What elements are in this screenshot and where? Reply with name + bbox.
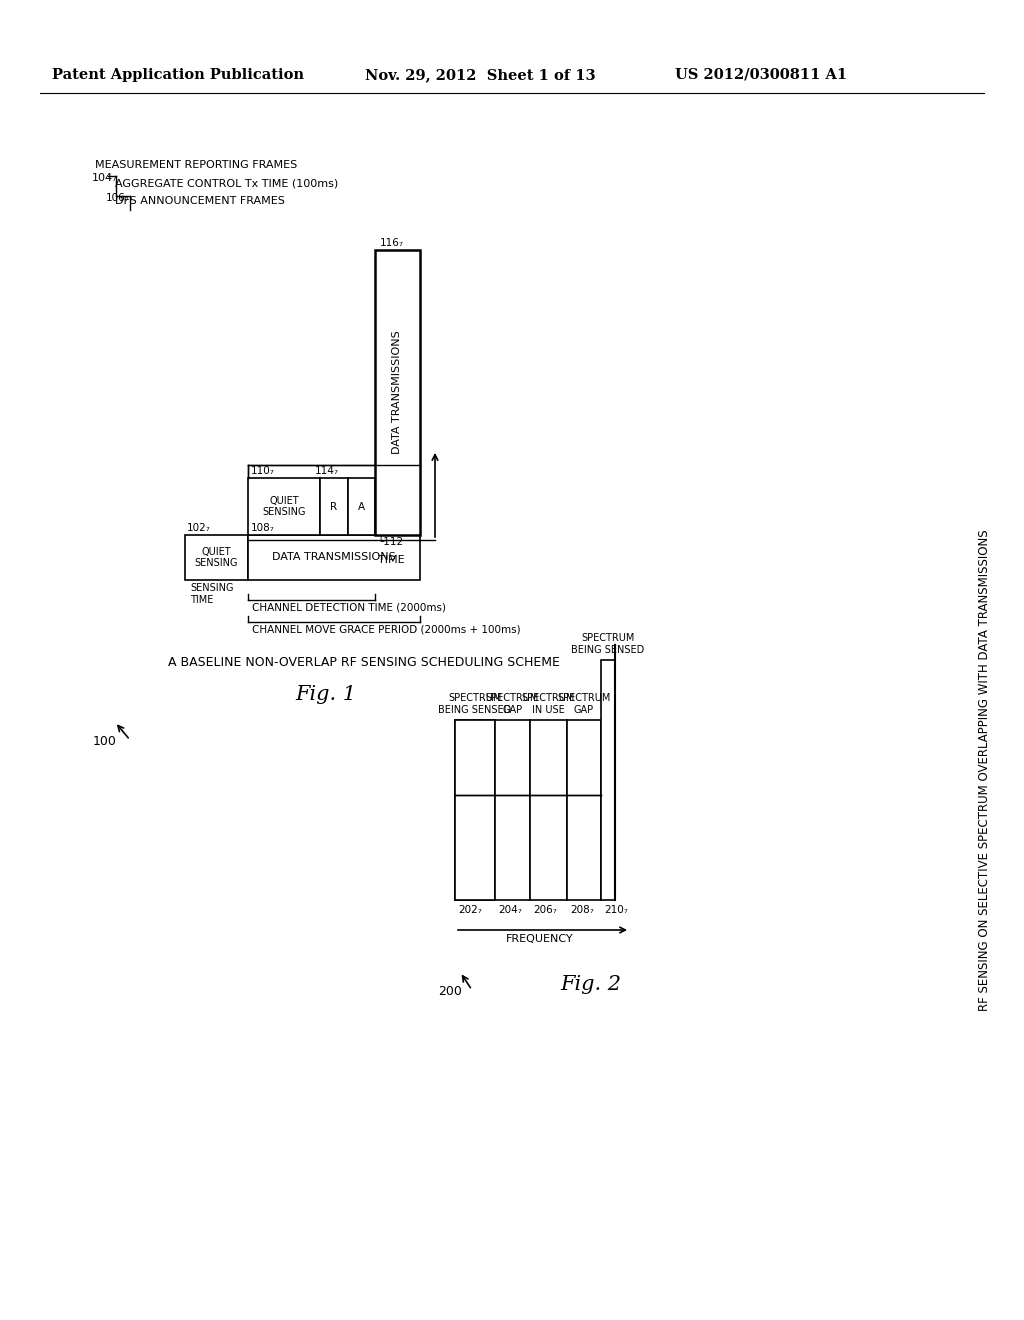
Text: 116₇: 116₇ xyxy=(380,238,404,248)
Bar xyxy=(530,719,567,900)
Text: 206₇: 206₇ xyxy=(534,906,557,915)
Text: TIME: TIME xyxy=(378,554,404,565)
Text: 114₇: 114₇ xyxy=(315,466,339,477)
Text: 200: 200 xyxy=(438,985,462,998)
Text: QUIET
SENSING: QUIET SENSING xyxy=(195,546,239,569)
Text: MEASUREMENT REPORTING FRAMES: MEASUREMENT REPORTING FRAMES xyxy=(95,160,297,170)
Text: US 2012/0300811 A1: US 2012/0300811 A1 xyxy=(675,69,847,82)
Bar xyxy=(567,719,601,900)
Bar xyxy=(375,249,420,535)
Text: 210₇: 210₇ xyxy=(604,906,628,915)
Text: QUIET
SENSING: QUIET SENSING xyxy=(262,496,306,517)
Text: 110₇: 110₇ xyxy=(251,466,274,477)
Text: R: R xyxy=(331,502,338,511)
Text: SPECTRUM
BEING SENSED: SPECTRUM BEING SENSED xyxy=(571,634,645,655)
Text: SPECTRUM
GAP: SPECTRUM GAP xyxy=(557,693,610,715)
Bar xyxy=(455,719,495,900)
Text: CHANNEL DETECTION TIME (2000ms): CHANNEL DETECTION TIME (2000ms) xyxy=(252,603,446,612)
Text: 204₇: 204₇ xyxy=(498,906,522,915)
Text: Nov. 29, 2012  Sheet 1 of 13: Nov. 29, 2012 Sheet 1 of 13 xyxy=(365,69,596,82)
Text: A: A xyxy=(358,502,366,511)
Text: SPECTRUM
IN USE: SPECTRUM IN USE xyxy=(522,693,575,715)
Text: 106₇: 106₇ xyxy=(106,193,130,203)
Text: CHANNEL MOVE GRACE PERIOD (2000ms + 100ms): CHANNEL MOVE GRACE PERIOD (2000ms + 100m… xyxy=(252,624,520,635)
Bar xyxy=(348,478,375,535)
Text: 108₇: 108₇ xyxy=(251,523,274,533)
Text: 202₇: 202₇ xyxy=(458,906,482,915)
Text: FREQUENCY: FREQUENCY xyxy=(506,935,573,944)
Text: SENSING
TIME: SENSING TIME xyxy=(190,583,233,605)
Text: SPECTRUM
BEING SENSED: SPECTRUM BEING SENSED xyxy=(438,693,512,715)
Text: AGGREGATE CONTROL Tx TIME (100ms): AGGREGATE CONTROL Tx TIME (100ms) xyxy=(115,178,338,187)
Text: A BASELINE NON-OVERLAP RF SENSING SCHEDULING SCHEME: A BASELINE NON-OVERLAP RF SENSING SCHEDU… xyxy=(168,656,560,669)
Text: └112: └112 xyxy=(377,537,403,546)
Bar xyxy=(601,660,615,900)
Text: 102₇: 102₇ xyxy=(187,523,211,533)
Text: SPECTRUM
GAP: SPECTRUM GAP xyxy=(485,693,540,715)
Text: Fig. 1: Fig. 1 xyxy=(295,685,356,704)
Bar xyxy=(248,535,420,579)
Text: 104₇: 104₇ xyxy=(92,173,118,183)
Bar xyxy=(185,535,248,579)
Bar xyxy=(248,478,319,535)
Text: DFS ANNOUNCEMENT FRAMES: DFS ANNOUNCEMENT FRAMES xyxy=(115,195,285,206)
Text: Fig. 2: Fig. 2 xyxy=(560,975,621,994)
Text: Patent Application Publication: Patent Application Publication xyxy=(52,69,304,82)
Text: RF SENSING ON SELECTIVE SPECTRUM OVERLAPPING WITH DATA TRANSMISSIONS: RF SENSING ON SELECTIVE SPECTRUM OVERLAP… xyxy=(979,529,991,1011)
Text: 100: 100 xyxy=(93,735,117,748)
Bar xyxy=(319,478,348,535)
Bar xyxy=(455,719,495,900)
Text: DATA TRANSMISSIONS: DATA TRANSMISSIONS xyxy=(272,553,396,562)
Text: 208₇: 208₇ xyxy=(570,906,594,915)
Text: DATA TRANSMISSIONS: DATA TRANSMISSIONS xyxy=(392,330,402,454)
Bar xyxy=(495,719,530,900)
